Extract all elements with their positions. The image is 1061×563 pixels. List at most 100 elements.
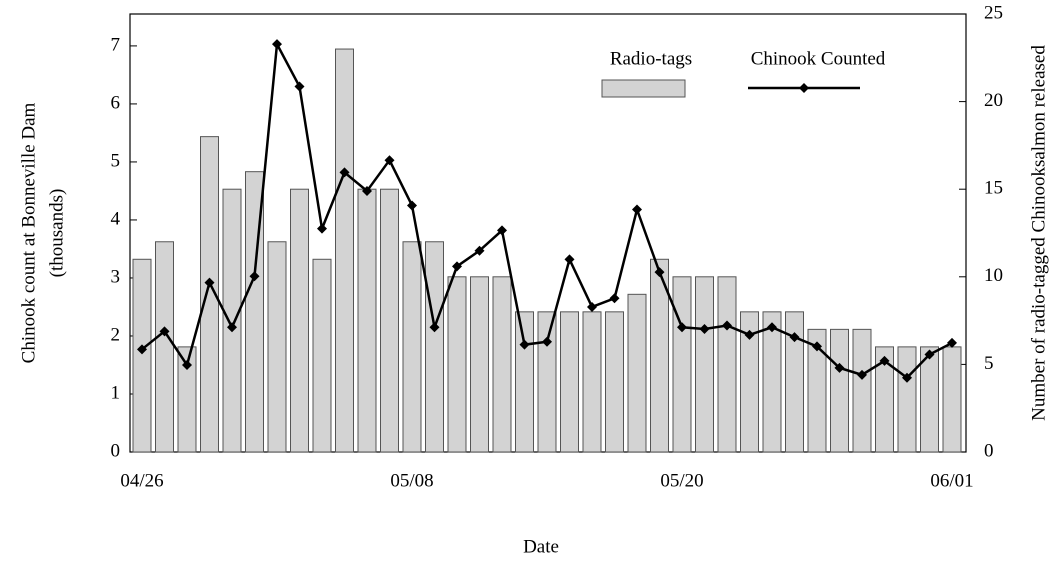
- y-tick-label: 6: [111, 92, 121, 113]
- legend-marker: [799, 83, 809, 93]
- y2-tick-label: 10: [984, 265, 1003, 286]
- bar: [807, 328, 827, 453]
- marker: [519, 339, 530, 350]
- marker: [857, 369, 867, 380]
- marker: [159, 326, 170, 337]
- bar: [695, 276, 714, 453]
- marker: [474, 245, 485, 256]
- marker: [204, 277, 215, 288]
- marker: [632, 204, 642, 215]
- marker: [654, 267, 665, 278]
- marker: [924, 349, 935, 360]
- bar: [582, 311, 602, 453]
- y2-axis-label: Number of radio-tagged Chinooksalmon rel…: [1028, 45, 1049, 421]
- marker: [272, 39, 282, 50]
- bar: [447, 276, 467, 453]
- bar: [425, 241, 444, 453]
- bar: [560, 311, 579, 453]
- marker: [429, 322, 440, 333]
- bar: [492, 276, 512, 453]
- bar: [335, 48, 354, 453]
- marker: [294, 81, 305, 92]
- y2-tick-label: 0: [984, 440, 994, 461]
- bar: [920, 346, 939, 453]
- bar: [627, 293, 647, 453]
- marker: [812, 341, 822, 352]
- marker: [789, 332, 800, 343]
- legend-label: Chinook Counted: [751, 48, 886, 69]
- bar: [470, 276, 489, 453]
- y-axis-label: Chinook count at Bonneville Dam: [18, 102, 39, 363]
- marker: [609, 293, 620, 304]
- bar: [672, 276, 692, 453]
- bar: [740, 311, 759, 453]
- y-tick-label: 4: [111, 208, 121, 229]
- x-tick-label: 04/26: [120, 470, 163, 491]
- marker: [699, 324, 710, 335]
- y2-tick-label: 5: [984, 353, 994, 374]
- y-tick-label: 3: [111, 266, 121, 287]
- bar: [267, 241, 287, 453]
- marker: [542, 336, 552, 347]
- marker: [362, 185, 372, 196]
- y-tick-label: 2: [111, 324, 121, 345]
- y-tick-label: 0: [111, 440, 121, 461]
- marker: [744, 329, 755, 340]
- bar: [402, 241, 422, 453]
- marker: [587, 301, 597, 312]
- marker: [137, 344, 147, 355]
- bar: [132, 258, 152, 453]
- bar: [290, 188, 309, 453]
- bar: [155, 241, 174, 453]
- bar: [222, 188, 242, 453]
- y2-tick-label: 20: [984, 90, 1003, 111]
- bar: [380, 188, 399, 453]
- bar: [537, 311, 557, 453]
- marker: [722, 320, 732, 331]
- bar: [177, 346, 197, 453]
- y-tick-label: 5: [111, 150, 121, 171]
- marker: [249, 271, 260, 282]
- y-axis-label: (thousands): [46, 189, 67, 278]
- bar: [830, 328, 849, 453]
- y2-tick-label: 25: [984, 2, 1003, 23]
- legend-swatch: [601, 79, 686, 98]
- marker: [452, 261, 462, 272]
- marker: [947, 337, 957, 348]
- bar: [515, 311, 534, 453]
- x-tick-label: 06/01: [930, 470, 973, 491]
- bar: [785, 311, 804, 453]
- bar: [312, 258, 332, 453]
- marker: [497, 225, 507, 236]
- legend-label: Radio-tags: [610, 48, 692, 69]
- marker: [564, 254, 575, 265]
- bar: [717, 276, 737, 453]
- bar: [762, 311, 782, 453]
- marker: [339, 167, 350, 178]
- bar: [605, 311, 624, 453]
- x-tick-label: 05/20: [660, 470, 703, 491]
- bar: [852, 328, 872, 453]
- marker: [677, 322, 687, 333]
- marker: [384, 155, 395, 166]
- marker: [902, 372, 912, 383]
- bar: [897, 346, 917, 453]
- y2-tick-label: 15: [984, 178, 1003, 199]
- marker: [227, 322, 237, 333]
- marker: [834, 362, 845, 373]
- marker: [767, 322, 777, 333]
- bar: [200, 136, 219, 453]
- marker: [407, 200, 417, 211]
- marker: [879, 355, 890, 366]
- marker: [317, 223, 327, 234]
- bar: [875, 346, 894, 453]
- x-axis-label: Date: [523, 536, 559, 557]
- x-tick-label: 05/08: [390, 470, 433, 491]
- bar: [942, 346, 962, 453]
- y-tick-label: 1: [111, 382, 121, 403]
- bar: [650, 258, 669, 453]
- marker: [182, 359, 192, 370]
- bar: [357, 188, 377, 453]
- y-tick-label: 7: [111, 34, 121, 55]
